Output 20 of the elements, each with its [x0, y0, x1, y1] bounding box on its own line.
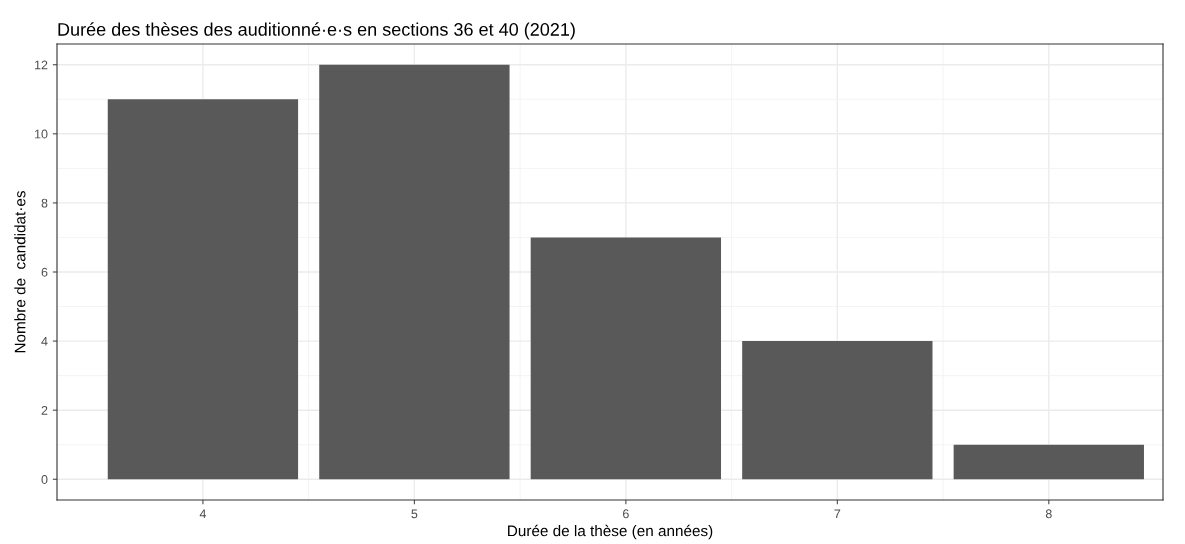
x-tick-label: 8 [1045, 509, 1052, 519]
x-tick-label: 4 [199, 509, 207, 519]
bar [742, 341, 933, 480]
y-tick-label: 4 [41, 337, 48, 346]
bar [953, 444, 1144, 480]
bar [319, 64, 510, 480]
y-tick-label: 10 [35, 129, 48, 139]
x-axis-title: Durée de la thèse (en années) [508, 524, 713, 540]
y-tick-label: 0 [41, 475, 48, 484]
bar [107, 99, 299, 480]
x-tick-label: 5 [411, 509, 418, 519]
y-tick-label: 8 [41, 198, 48, 208]
chart-title: Durée des thèses des auditionné·e·s en sections 36 et 40 (2021) [58, 22, 575, 40]
x-tick-label: 6 [623, 509, 629, 519]
y-tick-label: 12 [35, 60, 48, 70]
x-tick-label: 7 [834, 509, 841, 519]
bar [530, 237, 722, 480]
y-tick-label: 2 [41, 405, 48, 415]
y-axis-title: Nombre de candidat·es [14, 191, 26, 353]
y-tick-label: 6 [41, 267, 48, 277]
